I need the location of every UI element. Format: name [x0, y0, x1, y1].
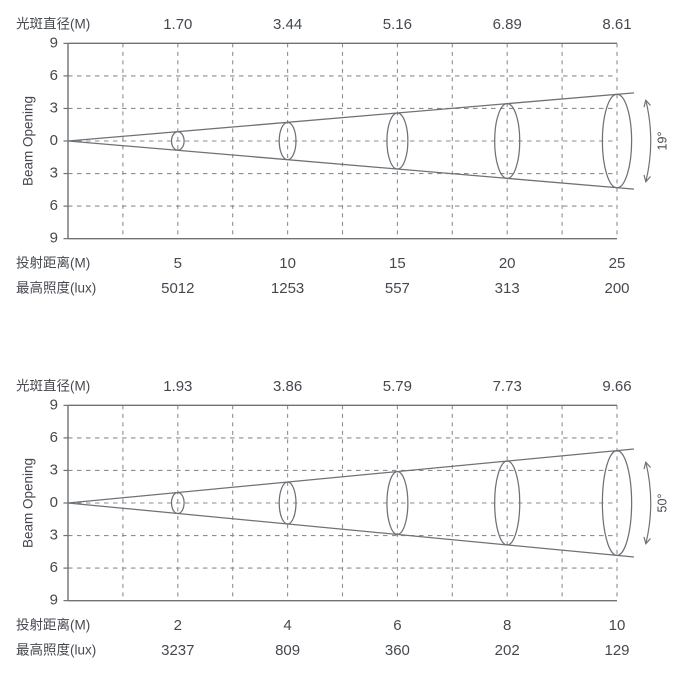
max-illuminance-value: 5012	[161, 280, 194, 297]
y-tick-label: 0	[50, 494, 58, 511]
y-tick-label: 3	[50, 165, 58, 182]
projection-distance-value: 15	[389, 255, 406, 272]
spot-diameter-value: 6.89	[493, 16, 522, 33]
beam-spot-ellipse	[170, 491, 185, 515]
beam-angle-arrow	[643, 98, 652, 184]
beam-spot-ellipse	[494, 460, 521, 546]
beam-angle-arrow	[643, 460, 652, 546]
beam-angle-label: 19°	[655, 132, 669, 151]
max-illuminance-label: 最高照度(lux)	[16, 642, 96, 658]
y-tick-label: 9	[50, 34, 58, 51]
beam-cone-upper-line	[67, 448, 635, 504]
max-illuminance-value: 202	[495, 642, 520, 659]
beam-spot-ellipse	[601, 93, 633, 189]
y-tick-label: 6	[50, 67, 58, 84]
y-axis-title: Beam Opening	[21, 458, 36, 548]
y-tick-label: 6	[50, 197, 58, 214]
beam-chart-svg: 光斑直径(M) 1.93 3.86 5.79 7.73 9.66 9 6 3 0 3 6 9 Beam O…	[16, 378, 669, 659]
projection-distance-value: 4	[283, 617, 291, 634]
max-illuminance-value: 1253	[271, 280, 304, 297]
beam-angle-label: 50°	[655, 494, 669, 513]
projection-distance-value: 2	[174, 617, 182, 634]
projection-distance-label: 投射距离(M)	[16, 617, 90, 633]
beam-spot-ellipse	[278, 121, 297, 161]
projection-distance-label: 投射距离(M)	[16, 255, 90, 271]
spot-diameter-label: 光斑直径(M)	[16, 17, 90, 32]
spot-diameter-value: 3.86	[273, 378, 302, 395]
projection-distance-value: 8	[503, 617, 511, 634]
y-tick-label: 9	[50, 396, 58, 413]
y-tick-label: 9	[50, 592, 58, 609]
y-tick-label: 0	[50, 132, 58, 149]
beam-spot-ellipse	[386, 470, 409, 536]
y-tick-label: 9	[50, 230, 58, 247]
beam-spot-ellipse	[170, 131, 185, 151]
max-illuminance-value: 313	[495, 280, 520, 297]
beam-cone-upper-line	[67, 92, 635, 142]
beam-chart-svg: 光斑直径(M) 1.70 3.44 5.16 6.89 8.61 9 6 3 0 3 6 9 Beam O…	[16, 16, 669, 297]
projection-distance-value: 25	[609, 255, 626, 272]
max-illuminance-value: 360	[385, 642, 410, 659]
max-illuminance-value: 129	[604, 642, 629, 659]
y-tick-label: 3	[50, 99, 58, 116]
y-axis-title: Beam Opening	[21, 96, 36, 186]
max-illuminance-label: 最高照度(lux)	[16, 280, 96, 296]
spot-diameter-value: 5.79	[383, 378, 412, 395]
spot-diameter-value: 5.16	[383, 16, 412, 33]
spot-diameter-value: 7.73	[493, 378, 522, 395]
projection-distance-value: 10	[609, 617, 626, 634]
beam-cone-lower-line	[67, 140, 635, 190]
projection-distance-value: 6	[393, 617, 401, 634]
y-tick-label: 6	[50, 429, 58, 446]
beam-spot-ellipse	[278, 481, 297, 525]
projection-distance-value: 20	[499, 255, 516, 272]
max-illuminance-value: 3237	[161, 642, 194, 659]
beam-chart-50deg: 光斑直径(M) 1.93 3.86 5.79 7.73 9.66 9 6 3 0 3 6 9 Beam O…	[0, 362, 680, 674]
spot-diameter-value: 8.61	[602, 16, 631, 33]
max-illuminance-value: 557	[385, 280, 410, 297]
beam-spot-ellipse	[601, 449, 633, 557]
spot-diameter-label: 光斑直径(M)	[16, 379, 90, 394]
beam-spot-ellipse	[494, 102, 521, 180]
projection-distance-value: 5	[174, 255, 182, 272]
beam-chart-19deg: 光斑直径(M) 1.70 3.44 5.16 6.89 8.61 9 6 3 0 3 6 9 Beam O…	[0, 0, 680, 312]
y-tick-label: 3	[50, 461, 58, 478]
spot-diameter-value: 9.66	[602, 378, 631, 395]
max-illuminance-value: 809	[275, 642, 300, 659]
spot-diameter-value: 3.44	[273, 16, 302, 33]
projection-distance-value: 10	[279, 255, 296, 272]
beam-spot-ellipse	[386, 112, 409, 170]
max-illuminance-value: 200	[604, 280, 629, 297]
y-tick-label: 3	[50, 527, 58, 544]
spot-diameter-value: 1.93	[163, 378, 192, 395]
beam-cone-lower-line	[67, 502, 635, 558]
spot-diameter-value: 1.70	[163, 16, 192, 33]
y-tick-label: 6	[50, 559, 58, 576]
